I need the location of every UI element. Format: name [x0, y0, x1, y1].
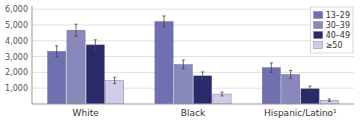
- bar: [106, 80, 124, 104]
- error-cap: [220, 95, 223, 96]
- error-bar: [113, 77, 116, 83]
- legend-swatch: [314, 12, 323, 19]
- legend-label: 13–29: [326, 11, 350, 20]
- grid-line: [32, 24, 354, 25]
- error-cap: [75, 36, 78, 37]
- error-bar: [270, 63, 273, 72]
- error-cap: [94, 49, 97, 50]
- error-stem: [56, 46, 57, 57]
- legend-swatch: [314, 32, 323, 39]
- y-tick-label: 1,000: [5, 84, 28, 93]
- error-stem: [95, 40, 96, 50]
- error-cap: [113, 83, 116, 84]
- x-tick-label: Black: [181, 108, 206, 118]
- error-cap: [75, 24, 78, 25]
- legend-label: ≥50: [326, 41, 343, 50]
- y-ticks: 1,000 2,000 3,000 4,000 5,000 6,000: [5, 5, 28, 93]
- bar: [48, 51, 66, 104]
- y-tick-label: 5,000: [5, 21, 28, 30]
- legend-label: 30–39: [326, 21, 350, 30]
- error-stem: [290, 70, 291, 78]
- y-tick-label: 3,000: [5, 53, 28, 62]
- legend-swatch: [314, 42, 323, 49]
- error-cap: [328, 101, 331, 102]
- bar: [194, 76, 212, 104]
- error-cap: [55, 45, 58, 46]
- error-stem: [309, 86, 310, 92]
- error-stem: [202, 72, 203, 80]
- error-cap: [163, 15, 166, 16]
- y-tick-label: 4,000: [5, 37, 28, 46]
- error-bar: [75, 24, 78, 36]
- bar: [262, 68, 280, 104]
- x-axis: [32, 104, 354, 105]
- error-stem: [271, 63, 272, 72]
- error-bar: [163, 16, 166, 27]
- error-cap: [113, 77, 116, 78]
- error-stem: [114, 77, 115, 83]
- chart: 1,000 2,000 3,000 4,000 5,000 6,000 White Black…: [0, 0, 360, 120]
- error-bar: [201, 72, 204, 80]
- error-stem: [76, 24, 77, 36]
- legend-frame: [311, 7, 353, 53]
- legend-label: 40–49: [326, 31, 350, 40]
- x-tick-label: Hispanic/Latino¹: [264, 108, 337, 118]
- error-cap: [308, 85, 311, 86]
- bars: [48, 16, 339, 104]
- error-cap: [201, 71, 204, 72]
- error-bar: [220, 92, 223, 96]
- error-stem: [183, 60, 184, 69]
- y-axis: [32, 6, 33, 104]
- error-cap: [201, 79, 204, 80]
- bar: [67, 30, 85, 104]
- legend: 13–2930–3940–49≥50: [311, 7, 353, 53]
- bar: [174, 64, 192, 104]
- error-cap: [328, 98, 331, 99]
- error-bar: [182, 60, 185, 69]
- y-tick-label: 6,000: [5, 5, 28, 14]
- error-cap: [163, 27, 166, 28]
- error-cap: [182, 60, 185, 61]
- error-cap: [55, 56, 58, 57]
- error-bar: [308, 86, 311, 92]
- bar: [282, 74, 300, 104]
- error-cap: [270, 72, 273, 73]
- error-cap: [308, 91, 311, 92]
- grid-line: [32, 9, 354, 10]
- error-stem: [221, 92, 222, 96]
- error-bar: [94, 40, 97, 50]
- y-tick-label: 2,000: [5, 68, 28, 77]
- error-cap: [182, 68, 185, 69]
- error-cap: [220, 92, 223, 93]
- error-cap: [289, 78, 292, 79]
- legend-swatch: [314, 22, 323, 29]
- error-bar: [289, 70, 292, 78]
- x-ticks: White Black Hispanic/Latino¹: [73, 108, 338, 118]
- error-bar: [328, 99, 331, 102]
- bar: [86, 45, 104, 104]
- error-cap: [270, 62, 273, 63]
- error-stem: [164, 16, 165, 27]
- error-cap: [94, 39, 97, 40]
- x-tick-label: White: [73, 108, 100, 118]
- bar: [155, 21, 173, 104]
- error-stem: [329, 99, 330, 102]
- error-bar: [55, 46, 58, 57]
- error-cap: [289, 70, 292, 71]
